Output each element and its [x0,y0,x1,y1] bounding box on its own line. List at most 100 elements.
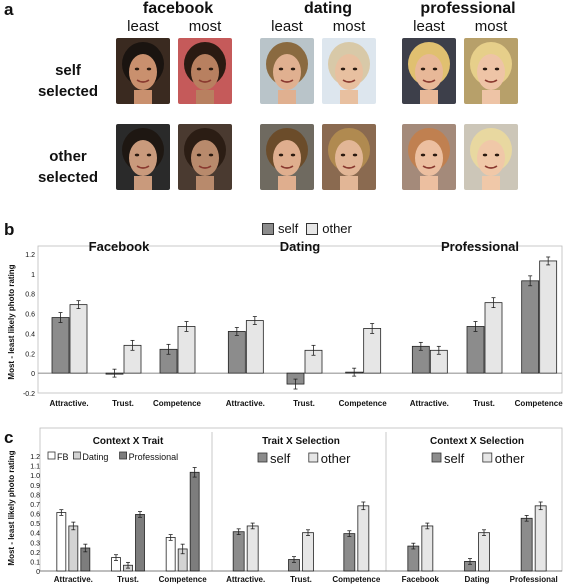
y-tick-label: 0.8 [25,292,35,299]
face-photo [178,38,232,104]
bar [177,326,196,374]
bar [407,545,420,572]
bar [484,302,503,374]
context-title-dating: dating [304,0,352,17]
category-label: Attractive. [226,575,265,584]
category-label: Trust. [473,399,495,408]
category-label: Competence [159,575,208,584]
bar [246,525,259,572]
row-label-other-selected: other selected [28,146,108,188]
y-axis-label: Most - least likely photo rating [7,450,16,565]
y-tick-label: 1.2 [30,454,40,461]
legend-swatch [482,452,493,463]
category-label: Competence [332,575,381,584]
y-tick-label: 1 [31,272,35,279]
bar [56,512,67,572]
legend-label: self [444,451,465,466]
legend-swatch-self [262,222,274,235]
bar [534,505,547,572]
row-label-line: other [49,148,87,165]
bar [357,505,370,572]
group-title: Dating [280,239,321,254]
y-tick-label: -0.2 [23,391,35,398]
bar [520,517,533,572]
bar [302,532,314,572]
bar [69,304,88,374]
col-label-most: most [474,18,508,35]
legend-label: Professional [129,452,179,462]
group-title: Trait X Selection [262,436,340,447]
row-label-line: self [55,62,81,79]
category-label: Trust. [117,575,139,584]
panel-b-legend: self other [262,221,360,236]
bar [189,471,200,572]
row-label-line: selected [37,83,99,100]
face-photo [464,38,518,104]
category-label: Competence [339,399,388,408]
bar [343,533,356,572]
legend-swatch [73,451,81,460]
group-title: Context X Selection [430,436,524,447]
bar [227,331,246,374]
context-title-facebook: facebook [142,0,214,17]
face-photo [116,124,170,190]
panel-b-frame [37,245,563,394]
bar [51,317,70,374]
y-tick-label: 0.2 [25,351,35,358]
y-tick-label: 0.7 [30,502,40,509]
y-tick-label: 0.2 [30,550,40,557]
category-label: Dating [465,575,490,584]
legend-swatch [47,451,56,460]
group-title: Facebook [89,239,150,254]
legend-label: self [270,451,291,466]
bar [478,532,490,572]
col-label-most: most [332,18,366,35]
col-label-most: most [188,18,222,35]
bar [68,525,79,572]
legend-label: other [495,451,525,466]
y-tick-label: 1.2 [25,252,35,259]
y-tick-label: 0.6 [30,512,40,519]
bar [135,514,145,572]
legend-swatch [257,452,268,463]
category-label: Attractive. [49,399,88,408]
category-label: Attractive. [54,575,93,584]
y-tick-label: 1.1 [30,464,40,471]
category-label: Attractive. [226,399,265,408]
face-photo [178,124,232,190]
legend-swatch [431,452,442,463]
legend-swatch-other [306,222,319,235]
y-tick-label: 0.6 [25,312,35,319]
bar [363,328,382,374]
legend-label: other [321,451,351,466]
category-label: Attractive. [410,399,449,408]
y-tick-label: 0 [31,371,35,378]
bar [521,280,540,374]
y-tick-label: 1.0 [30,473,40,480]
y-tick-label: 0.8 [30,492,40,499]
legend-label: Dating [82,452,108,462]
bar [466,326,485,374]
legend-label-self: self [278,221,299,236]
bar [539,260,558,374]
y-tick-label: 0.4 [25,331,35,338]
category-label: Trust. [290,575,312,584]
face-photo [402,38,456,104]
y-tick-label: 0.5 [30,521,40,528]
bar [165,537,176,572]
face-photo [464,124,518,190]
category-label: Trust. [293,399,315,408]
col-label-least: least [413,18,445,35]
panel-a-letter: a [4,0,14,19]
group-title: Professional [441,239,519,254]
y-tick-label: 0.4 [30,531,40,538]
legend-swatch [308,452,319,463]
row-label-line: selected [37,169,99,186]
context-title-professional: professional [420,0,516,17]
legend-label-other: other [322,221,352,236]
face-photo [322,124,376,190]
category-label: Trust. [112,399,134,408]
y-tick-label: 0.1 [30,559,40,566]
panel-b-letter: b [4,220,15,239]
